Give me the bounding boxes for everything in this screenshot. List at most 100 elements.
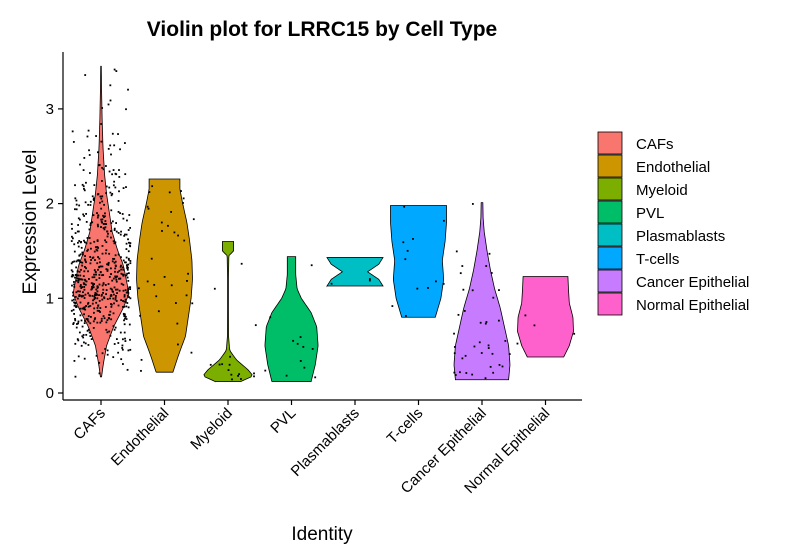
data-point bbox=[100, 293, 103, 296]
data-point bbox=[99, 261, 101, 264]
data-point bbox=[101, 107, 104, 109]
data-point bbox=[123, 234, 126, 237]
data-point bbox=[110, 230, 112, 232]
data-point bbox=[97, 304, 100, 307]
data-point bbox=[74, 318, 76, 320]
data-point bbox=[368, 279, 371, 282]
data-point bbox=[83, 282, 86, 285]
data-point bbox=[110, 294, 113, 297]
data-point bbox=[115, 278, 118, 281]
data-point bbox=[98, 310, 101, 312]
data-point bbox=[76, 297, 79, 300]
data-point bbox=[112, 356, 115, 359]
data-point bbox=[524, 314, 527, 317]
data-point bbox=[101, 245, 104, 247]
y-tick-label: 1 bbox=[46, 290, 54, 307]
data-point bbox=[74, 197, 77, 200]
data-point bbox=[114, 275, 117, 278]
data-point bbox=[84, 201, 87, 204]
data-point bbox=[114, 276, 117, 279]
data-point bbox=[77, 355, 80, 358]
data-point bbox=[229, 355, 232, 358]
data-point bbox=[85, 333, 88, 336]
data-point bbox=[81, 325, 84, 328]
data-point bbox=[95, 354, 98, 357]
data-point bbox=[127, 257, 130, 260]
data-point bbox=[116, 288, 119, 291]
data-point bbox=[453, 332, 455, 335]
data-point bbox=[75, 279, 78, 282]
data-point bbox=[120, 268, 123, 271]
data-point bbox=[125, 305, 128, 308]
data-point bbox=[71, 235, 73, 238]
data-point bbox=[128, 214, 131, 216]
data-point bbox=[95, 292, 98, 295]
data-point bbox=[114, 298, 117, 301]
data-point bbox=[487, 347, 490, 349]
data-point bbox=[114, 260, 117, 263]
data-point bbox=[269, 316, 272, 319]
data-point bbox=[91, 195, 94, 198]
data-point bbox=[127, 272, 130, 275]
data-point bbox=[110, 318, 113, 321]
x-tick-label: T-cells bbox=[384, 405, 427, 448]
violin-body bbox=[264, 256, 319, 383]
data-point bbox=[72, 141, 75, 143]
data-point bbox=[95, 301, 98, 304]
data-point bbox=[148, 191, 151, 193]
data-point bbox=[114, 186, 117, 189]
data-point bbox=[83, 215, 86, 217]
data-point bbox=[125, 261, 127, 264]
data-point bbox=[80, 344, 83, 347]
data-point bbox=[112, 290, 114, 293]
data-point bbox=[112, 325, 115, 327]
data-point bbox=[127, 289, 130, 292]
data-point bbox=[79, 218, 81, 221]
x-tick-label: Endothelial bbox=[108, 405, 173, 470]
data-point bbox=[81, 286, 84, 288]
data-point bbox=[264, 369, 267, 372]
data-point bbox=[75, 208, 78, 211]
data-point bbox=[292, 339, 295, 342]
data-point bbox=[72, 308, 75, 311]
data-point bbox=[112, 240, 115, 243]
data-point bbox=[76, 277, 79, 280]
data-point bbox=[100, 226, 102, 228]
legend-item: Endothelial bbox=[597, 154, 710, 178]
data-point bbox=[117, 232, 120, 234]
data-point bbox=[97, 214, 100, 217]
data-point bbox=[76, 270, 79, 273]
data-point bbox=[86, 237, 89, 239]
data-point bbox=[80, 268, 82, 271]
data-point bbox=[89, 335, 92, 337]
data-point bbox=[121, 213, 124, 215]
data-point bbox=[106, 235, 109, 238]
data-point bbox=[118, 277, 120, 280]
data-point bbox=[100, 197, 103, 200]
data-point bbox=[453, 371, 456, 374]
violin-points bbox=[391, 205, 445, 317]
data-point bbox=[111, 288, 113, 291]
data-point bbox=[101, 265, 104, 268]
data-point bbox=[121, 273, 124, 276]
data-point bbox=[508, 353, 511, 356]
violin-myeloid bbox=[203, 241, 257, 383]
data-point bbox=[146, 205, 149, 208]
data-point bbox=[490, 272, 493, 274]
data-point bbox=[108, 252, 111, 255]
data-point bbox=[127, 88, 129, 91]
data-point bbox=[471, 373, 474, 376]
data-point bbox=[96, 321, 99, 324]
data-point bbox=[457, 313, 460, 316]
data-point bbox=[107, 283, 110, 285]
data-point bbox=[110, 236, 112, 239]
data-point bbox=[77, 224, 79, 226]
data-point bbox=[167, 224, 169, 227]
data-point bbox=[163, 276, 166, 278]
data-point bbox=[102, 274, 105, 276]
data-point bbox=[117, 342, 120, 344]
data-point bbox=[123, 319, 125, 322]
data-point bbox=[102, 214, 104, 217]
data-point bbox=[83, 357, 86, 360]
